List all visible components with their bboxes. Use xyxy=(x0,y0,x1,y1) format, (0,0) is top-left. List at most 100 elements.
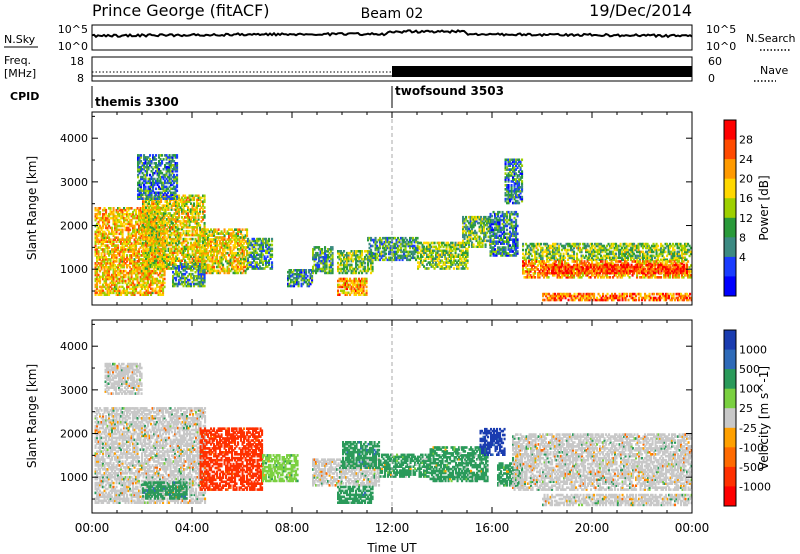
power-cell xyxy=(132,277,135,281)
power-cell xyxy=(154,291,157,295)
power-cell xyxy=(432,245,435,249)
power-cell xyxy=(147,287,150,291)
power-cell xyxy=(173,263,176,266)
power-cell xyxy=(138,250,141,253)
power-cell xyxy=(151,269,154,273)
power-cell xyxy=(115,269,118,273)
power-cell xyxy=(97,242,100,245)
power-cell xyxy=(318,263,321,267)
power-cell xyxy=(157,279,160,283)
power-cell xyxy=(199,251,202,255)
power-cell xyxy=(256,237,259,241)
power-cell xyxy=(232,238,235,241)
power-cell xyxy=(225,242,228,245)
power-cell xyxy=(404,254,407,258)
power-cell xyxy=(130,275,133,279)
power-cell xyxy=(380,238,383,242)
power-cell xyxy=(199,212,202,215)
power-cell xyxy=(451,263,454,266)
power-cell xyxy=(197,233,200,237)
power-cell xyxy=(353,281,356,285)
power-cell xyxy=(99,256,102,259)
power-cell xyxy=(157,245,160,249)
power-cell xyxy=(468,229,471,233)
power-cell xyxy=(397,246,400,250)
power-cell xyxy=(145,291,148,295)
power-cell xyxy=(127,242,130,245)
power-cell xyxy=(196,229,199,233)
power-cell xyxy=(146,156,149,159)
power-cell xyxy=(241,255,244,259)
power-cell xyxy=(129,256,132,259)
power-cell xyxy=(103,214,106,218)
power-cell xyxy=(256,265,259,268)
power-cell xyxy=(477,215,480,219)
power-cell xyxy=(367,236,370,240)
power-cell xyxy=(176,165,179,169)
power-cell xyxy=(457,255,460,258)
power-cell xyxy=(155,154,158,157)
power-cell xyxy=(210,250,213,253)
power-cell xyxy=(167,175,170,179)
power-cell xyxy=(127,208,130,212)
power-cell xyxy=(145,277,148,281)
power-cell xyxy=(251,239,254,243)
power-cell xyxy=(259,253,262,257)
power-cell xyxy=(388,250,391,254)
power-cell xyxy=(451,249,454,253)
power-cell xyxy=(214,259,217,263)
power-cell xyxy=(193,253,196,257)
power-cell xyxy=(294,278,297,282)
power-cell xyxy=(97,279,100,283)
power-cell xyxy=(184,220,187,223)
power-cell xyxy=(139,293,142,296)
power-cell xyxy=(153,171,156,175)
power-cell xyxy=(154,237,157,241)
power-cell xyxy=(111,228,114,232)
power-cell xyxy=(463,235,466,239)
power-cell xyxy=(352,279,355,283)
power-cell xyxy=(106,216,109,220)
power-cell xyxy=(268,247,271,251)
power-cell xyxy=(388,252,391,256)
power-cell xyxy=(344,271,347,275)
power-cell xyxy=(321,255,324,259)
power-cell xyxy=(238,236,241,239)
power-cell xyxy=(165,195,168,198)
power-cell xyxy=(123,279,126,283)
power-cell xyxy=(439,255,442,258)
power-cell xyxy=(254,263,257,266)
power-cell xyxy=(353,289,356,293)
power-cell xyxy=(166,259,169,262)
power-cell xyxy=(156,197,159,200)
power-cell xyxy=(94,238,97,241)
power-cell xyxy=(160,200,163,203)
power-cell xyxy=(303,270,306,274)
power-cell xyxy=(112,230,115,234)
power-cell xyxy=(140,177,143,181)
power-cell xyxy=(203,222,206,225)
power-cell xyxy=(238,230,241,233)
power-cell xyxy=(409,254,412,258)
power-cell xyxy=(184,272,187,276)
power-cell xyxy=(356,255,359,259)
power-cell xyxy=(253,265,256,268)
power-cell xyxy=(158,265,161,268)
power-cell xyxy=(420,261,423,264)
power-cell xyxy=(365,285,368,289)
power-cell xyxy=(103,285,106,289)
power-cell xyxy=(165,156,168,159)
power-cell xyxy=(462,261,465,264)
power-cell xyxy=(135,208,138,212)
power-cell xyxy=(313,263,316,267)
power-cell xyxy=(109,226,112,230)
power-cell xyxy=(188,216,191,219)
power-cell xyxy=(112,283,115,287)
power-cell xyxy=(172,237,175,241)
power-cell xyxy=(146,253,149,257)
power-cell xyxy=(166,265,169,268)
power-cell xyxy=(135,265,138,269)
power-cell xyxy=(228,244,231,247)
power-cell xyxy=(210,267,213,271)
power-cell xyxy=(219,271,222,275)
